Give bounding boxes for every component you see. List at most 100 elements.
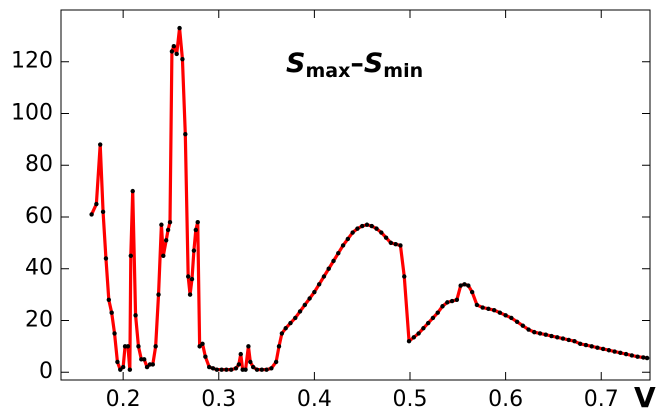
y-tick-label: 80 xyxy=(25,152,53,177)
data-point xyxy=(236,362,242,367)
data-point xyxy=(109,310,114,315)
data-point xyxy=(112,331,117,336)
data-point xyxy=(462,282,467,287)
data-point xyxy=(374,226,379,231)
data-point xyxy=(103,256,109,261)
data-point xyxy=(98,142,103,147)
data-point xyxy=(595,345,600,350)
data-point xyxy=(185,274,191,279)
data-point xyxy=(469,289,475,295)
data-point xyxy=(193,227,199,233)
data-point xyxy=(623,351,629,357)
data-point xyxy=(125,344,131,349)
data-point xyxy=(169,49,175,54)
data-point xyxy=(197,344,202,349)
data-point xyxy=(276,344,282,349)
data-point xyxy=(133,313,138,318)
data-point xyxy=(254,367,260,372)
data-point xyxy=(326,266,331,271)
data-point xyxy=(577,341,583,346)
data-point xyxy=(379,230,384,235)
data-point xyxy=(136,344,141,349)
data-point xyxy=(167,219,173,225)
data-point xyxy=(283,326,288,331)
data-point xyxy=(549,333,554,339)
data-point xyxy=(411,335,417,340)
data-point xyxy=(393,241,398,247)
data-point xyxy=(406,338,412,344)
data-point xyxy=(100,209,106,215)
data-point xyxy=(589,344,594,349)
data-point xyxy=(629,353,635,358)
y-tick-label: 120 xyxy=(11,49,53,74)
data-point xyxy=(509,315,514,321)
data-point xyxy=(161,253,166,259)
title-part: min xyxy=(383,60,423,82)
data-point xyxy=(440,304,445,309)
title-part: – xyxy=(350,48,364,79)
data-point xyxy=(233,366,239,371)
data-point xyxy=(174,51,179,57)
x-axis-label: V xyxy=(634,381,656,413)
data-point xyxy=(302,302,308,308)
data-point xyxy=(497,310,503,315)
data-point xyxy=(127,367,133,372)
data-point xyxy=(331,258,336,264)
data-point xyxy=(312,289,317,295)
data-point xyxy=(537,331,543,336)
data-point xyxy=(612,349,617,354)
chart-title: Smax–Smin xyxy=(286,48,423,82)
data-point xyxy=(555,335,560,340)
data-point xyxy=(635,354,640,359)
data-point xyxy=(228,367,234,372)
data-line xyxy=(90,26,648,372)
data-point xyxy=(600,346,606,352)
x-tick-label: 0.7 xyxy=(584,387,619,412)
data-point xyxy=(364,222,370,227)
data-point xyxy=(606,348,612,353)
data-point xyxy=(641,355,646,360)
data-point xyxy=(503,313,508,318)
title-part: S xyxy=(286,48,305,79)
x-tick-label: 0.6 xyxy=(488,387,523,412)
data-point xyxy=(200,341,205,346)
data-point xyxy=(264,367,269,372)
y-tick-label: 40 xyxy=(25,256,53,281)
data-point xyxy=(458,283,463,288)
data-point xyxy=(449,298,455,304)
data-point xyxy=(421,326,426,331)
data-point xyxy=(259,367,264,372)
data-point xyxy=(89,212,94,217)
data-point xyxy=(189,276,195,282)
data-point xyxy=(195,219,200,225)
data-point xyxy=(474,302,480,308)
data-point xyxy=(141,357,147,362)
data-point xyxy=(359,223,365,229)
data-point xyxy=(572,338,577,344)
data-point xyxy=(520,323,526,328)
data-point xyxy=(269,366,274,371)
data-point xyxy=(491,307,497,313)
title-part: S xyxy=(364,48,383,79)
data-point xyxy=(163,238,169,243)
data-point xyxy=(355,226,360,231)
data-point xyxy=(210,366,216,371)
data-point xyxy=(224,367,229,372)
data-point xyxy=(288,320,293,326)
data-point xyxy=(153,344,158,349)
x-tick-label: 0.3 xyxy=(201,387,236,412)
data-point xyxy=(293,315,298,321)
x-tick-label: 0.4 xyxy=(297,387,332,412)
data-point xyxy=(316,282,322,287)
title-part: max xyxy=(305,60,350,82)
data-point xyxy=(187,292,193,297)
data-point xyxy=(219,367,224,372)
data-point xyxy=(171,44,177,49)
data-point xyxy=(445,300,450,305)
data-point xyxy=(486,306,491,312)
data-point xyxy=(480,305,485,310)
x-tick-label: 0.5 xyxy=(393,387,428,412)
data-point xyxy=(214,367,220,372)
data-point xyxy=(307,296,312,301)
